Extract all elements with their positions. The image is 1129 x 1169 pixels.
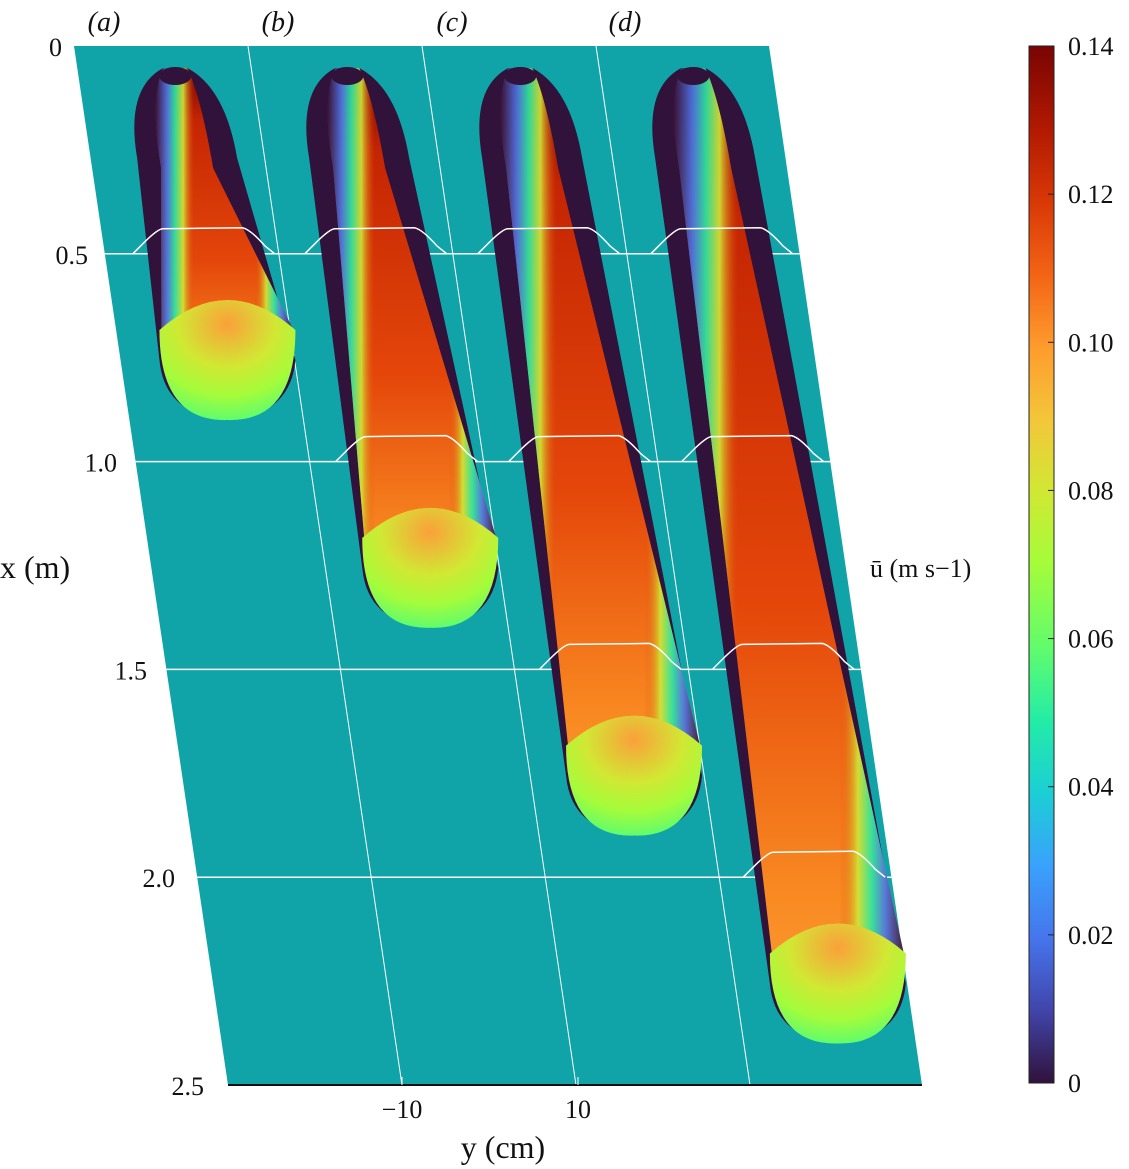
colorbar-tick-label: 0.12 xyxy=(1068,180,1114,209)
current-edge-shear xyxy=(327,68,497,626)
velocity-profile xyxy=(508,434,652,463)
current-head xyxy=(362,507,499,628)
x-tick-label: 0 xyxy=(49,33,62,62)
x-tick-label: 2.5 xyxy=(172,1072,205,1101)
panel-label: (c) xyxy=(436,7,467,38)
velocity-profile xyxy=(335,434,479,463)
velocity-profile xyxy=(711,642,855,670)
velocity-profile xyxy=(681,434,825,463)
colorbar-tick-label: 0.08 xyxy=(1068,476,1114,505)
current-1 xyxy=(132,67,296,421)
x-tick-label: 1.0 xyxy=(85,449,118,478)
current-head xyxy=(769,923,906,1044)
x-axis-label: x (m) xyxy=(0,549,70,585)
velocity-profile xyxy=(304,227,448,255)
colorbar-tick-label: 0.06 xyxy=(1068,625,1114,654)
x-tick-label: 0.5 xyxy=(56,241,89,270)
source-inlet xyxy=(677,67,710,85)
x-tick-label: 1.5 xyxy=(115,656,148,685)
velocity-profile xyxy=(477,227,621,255)
plot-area xyxy=(74,45,922,1086)
source-inlet xyxy=(504,67,537,85)
velocity-profile xyxy=(132,227,276,255)
grid-line-y xyxy=(595,45,751,1086)
colorbar-label: ū (m s−1) xyxy=(870,554,971,583)
current-3 xyxy=(477,67,703,836)
y-tick-label: 10 xyxy=(565,1095,591,1124)
source-inlet xyxy=(331,67,364,85)
panel-label: (a) xyxy=(88,7,121,38)
y-axis-label: y (cm) xyxy=(461,1129,545,1165)
colorbar-tick-label: 0 xyxy=(1068,1069,1081,1098)
grid-line-y xyxy=(421,45,577,1086)
grid-line-y xyxy=(247,45,403,1086)
current-head xyxy=(566,715,703,836)
colorbar-tick-label: 0.04 xyxy=(1068,773,1114,802)
colorbar-tick-label: 0.10 xyxy=(1068,328,1114,357)
source-inlet xyxy=(159,67,192,85)
y-tick-label: −10 xyxy=(382,1095,423,1124)
panel-label: (b) xyxy=(262,7,295,38)
velocity-profile xyxy=(650,227,794,255)
velocity-profile xyxy=(742,850,886,878)
velocity-profile xyxy=(538,642,682,670)
axis-labels: (a) (b) (c) (d) 0 0.5 1.0 1.5 2.0 2.5 x (m) −10 10 y … xyxy=(0,7,641,1165)
colorbar: 0 0.02 0.04 0.06 0.08 0.10 0.12 0.14 ū (m s−1) xyxy=(870,32,1114,1098)
current-edge-shear xyxy=(673,68,904,1042)
current-edge-shear xyxy=(500,68,701,834)
colorbar-gradient xyxy=(1028,45,1055,1084)
colorbar-tick-label: 0.14 xyxy=(1068,32,1114,61)
current-4 xyxy=(650,67,906,1044)
colorbar-tick-label: 0.02 xyxy=(1068,921,1114,950)
x-tick-label: 2.0 xyxy=(143,864,176,893)
current-2 xyxy=(304,67,499,628)
current-head xyxy=(159,300,296,421)
panel-label: (d) xyxy=(609,7,642,38)
